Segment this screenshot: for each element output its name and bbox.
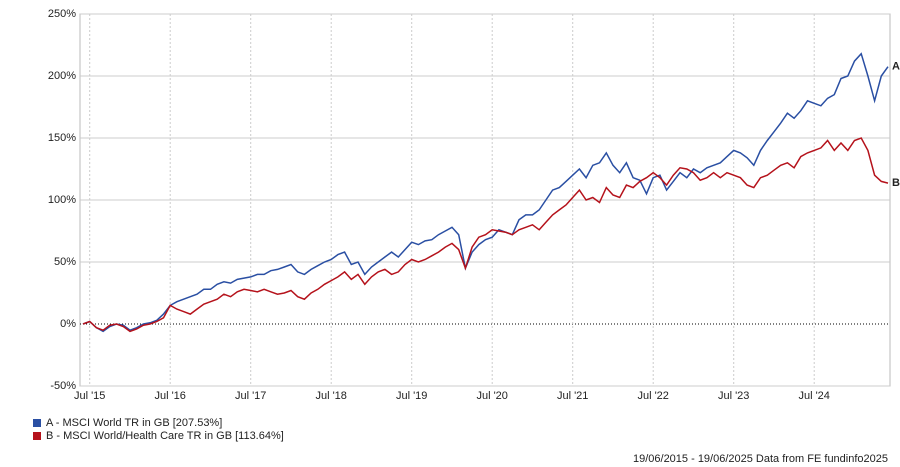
x-tick-label: Jul '18 xyxy=(315,390,346,402)
end-label: A xyxy=(892,61,900,73)
x-tick-label: Jul '22 xyxy=(637,390,668,402)
x-tick-label: Jul '16 xyxy=(154,390,185,402)
legend-swatch xyxy=(33,419,41,427)
end-label: B xyxy=(892,177,900,189)
y-tick-label: -50% xyxy=(50,380,76,392)
x-tick-label: Jul '15 xyxy=(74,390,105,402)
y-tick-label: 250% xyxy=(48,8,76,20)
x-tick-label: Jul '23 xyxy=(718,390,749,402)
y-tick-label: 100% xyxy=(48,194,76,206)
series-line xyxy=(82,52,889,333)
y-tick-label: 50% xyxy=(54,256,76,268)
y-tick-label: 150% xyxy=(48,132,76,144)
legend-swatch xyxy=(33,432,41,440)
footer: 19/06/2015 - 19/06/2025 Data from FE fun… xyxy=(633,453,888,465)
x-tick-label: Jul '20 xyxy=(476,390,507,402)
legend-label: A - MSCI World TR in GB [207.53%] xyxy=(46,417,222,429)
x-tick-label: Jul '19 xyxy=(396,390,427,402)
legend-label: B - MSCI World/Health Care TR in GB [113… xyxy=(46,430,284,442)
series-line xyxy=(82,137,889,333)
y-tick-label: 200% xyxy=(48,70,76,82)
x-tick-label: Jul '21 xyxy=(557,390,588,402)
x-tick-label: Jul '17 xyxy=(235,390,266,402)
x-tick-label: Jul '24 xyxy=(798,390,829,402)
y-tick-label: 0% xyxy=(60,318,76,330)
